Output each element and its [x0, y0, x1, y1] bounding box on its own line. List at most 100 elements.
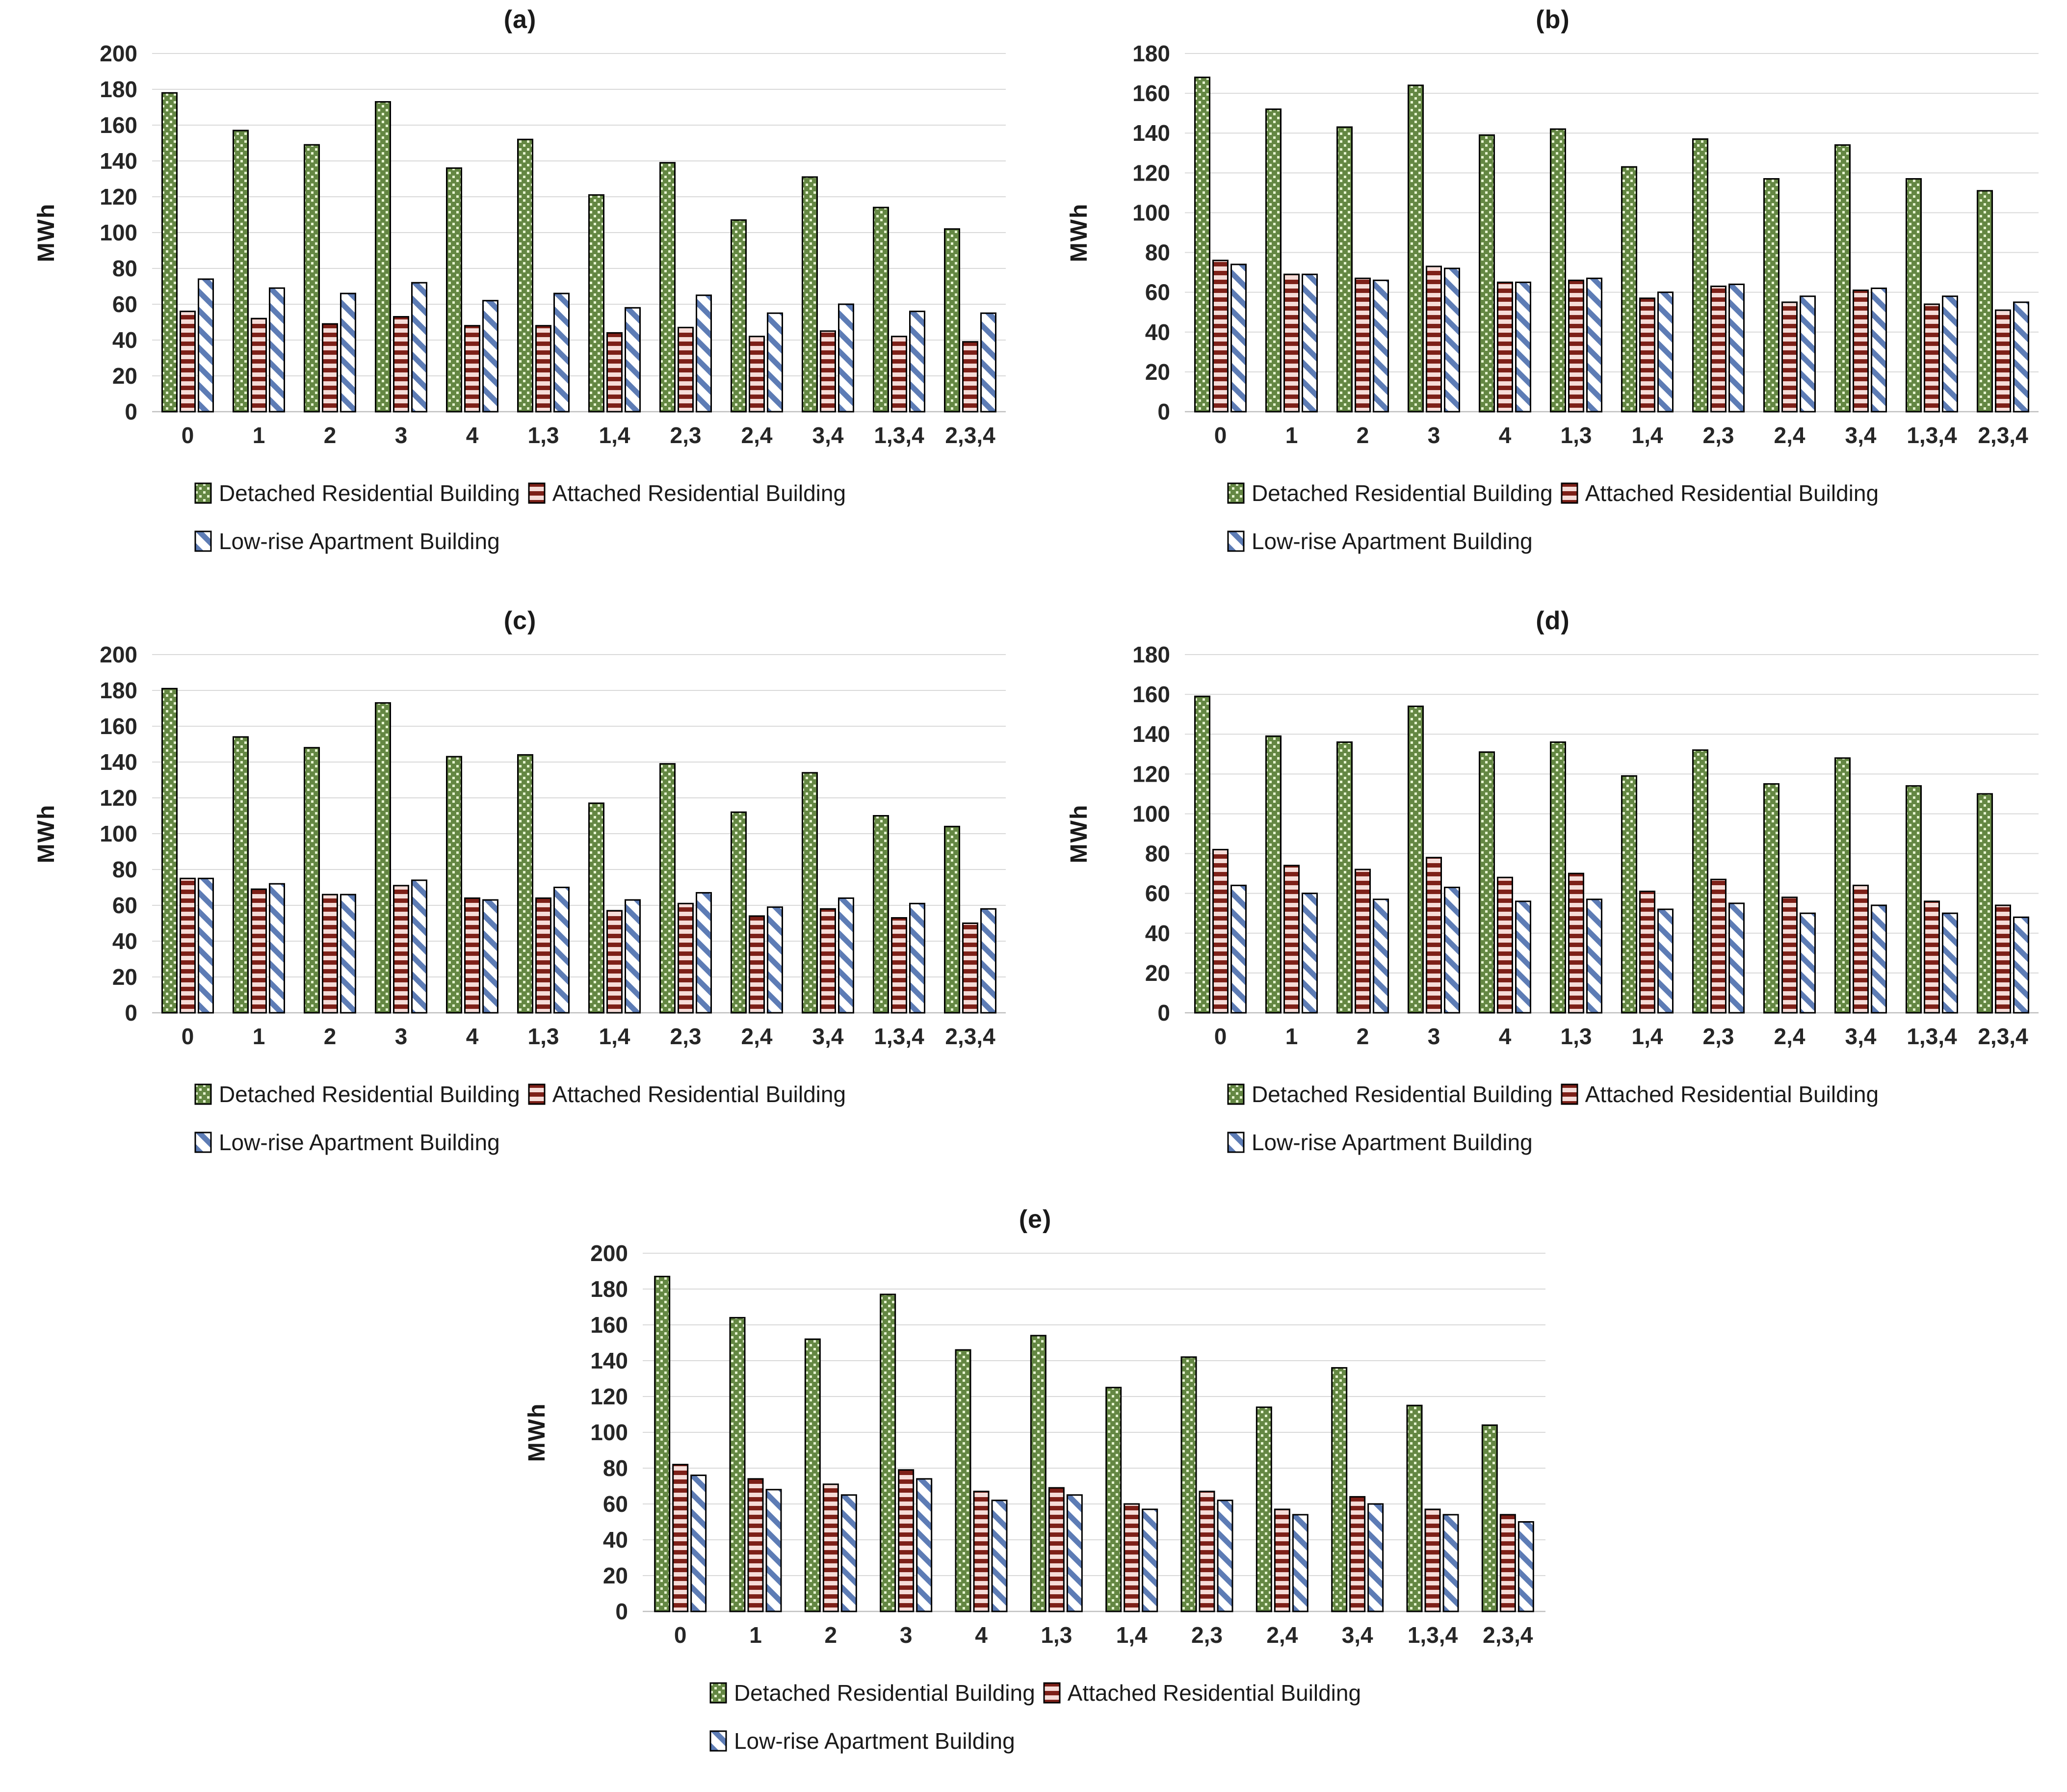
- detached-bar-2: [1336, 741, 1353, 1014]
- detached-bar-1,3: [1030, 1335, 1047, 1612]
- x-tick-label: 0: [1214, 1024, 1227, 1049]
- detached-bar-2,3,4: [1977, 190, 1993, 413]
- gridlines: [152, 53, 1006, 413]
- detached-bar-2,4: [731, 811, 747, 1014]
- chart-d: (d) 0 20 40 60 80 100 120 140 160 180 MWh 0 1 2 3 4 1,3 1…: [1052, 606, 2053, 1177]
- y-tick-label: 40: [112, 327, 137, 353]
- lowrise-bar-2,4: [1800, 295, 1816, 413]
- attached-bar-1,3,4: [1924, 303, 1940, 413]
- attached-bar-3,4: [1349, 1496, 1366, 1612]
- detached-bar-0: [161, 687, 178, 1014]
- lowrise-bar-1: [269, 287, 285, 413]
- y-tick-label: 0: [125, 1000, 137, 1026]
- lowrise-bar-0: [1230, 884, 1247, 1014]
- bars: [161, 92, 996, 413]
- x-tick-label: 3: [1428, 1024, 1440, 1049]
- lowrise-swatch-icon: [194, 1132, 212, 1153]
- attached-bar-1: [1283, 273, 1300, 413]
- bars: [1194, 695, 2029, 1014]
- legend-label: Detached Residential Building: [1251, 1081, 1553, 1107]
- y-axis-title: MWh: [1066, 203, 1092, 263]
- y-tick-label: 100: [1132, 200, 1170, 225]
- bar-plot: 0 20 40 60 80 100 120 140 160 180 MWh 0 1 2 3 4 1,3 1,4 2,…: [1066, 642, 2039, 1049]
- detached-bar-2,3: [659, 162, 676, 413]
- y-tick-label: 100: [100, 220, 137, 245]
- y-tick-label: 140: [1132, 120, 1170, 146]
- lowrise-bar-0: [198, 877, 214, 1014]
- x-tick-label: 1: [1285, 1024, 1298, 1049]
- y-tick-label: 80: [112, 256, 137, 281]
- legend-item-lowrise: Low-rise Apartment Building: [709, 1728, 1015, 1754]
- attached-bar-1,3,4: [891, 336, 907, 413]
- attached-bar-1,3,4: [1424, 1508, 1441, 1612]
- attached-swatch-icon: [1561, 482, 1578, 504]
- x-tick-label: 1,4: [599, 422, 630, 448]
- lowrise-bar-3,4: [1871, 288, 1887, 413]
- lowrise-bar-1: [1302, 273, 1318, 413]
- attached-swatch-icon: [528, 1083, 546, 1105]
- attached-bar-2,3: [1710, 878, 1727, 1014]
- x-tick-labels: 0 1 2 3 4 1,3 1,4 2,3 2,4 3,4 1,3,4 2,3,4: [182, 422, 995, 448]
- y-tick-label: 120: [100, 785, 137, 811]
- lowrise-bar-2,3: [696, 294, 712, 413]
- lowrise-bar-0: [690, 1475, 707, 1612]
- lowrise-bar-1,3: [1066, 1494, 1083, 1612]
- x-tick-label: 4: [466, 1024, 479, 1049]
- x-tick-label: 3,4: [812, 422, 844, 448]
- lowrise-bar-3,4: [1871, 904, 1887, 1014]
- detached-bar-2,3: [1692, 138, 1708, 413]
- lowrise-bar-3,4: [838, 303, 854, 413]
- x-tick-label: 2: [324, 1024, 337, 1049]
- legend-row: Low-rise Apartment Building: [1227, 528, 1879, 554]
- detached-bar-2,3,4: [944, 228, 960, 413]
- lowrise-bar-2: [840, 1494, 857, 1612]
- detached-bar-1: [233, 130, 249, 413]
- x-tick-label: 1,4: [1116, 1622, 1148, 1648]
- lowrise-bar-1,3,4: [1442, 1514, 1459, 1612]
- attached-bar-2,3,4: [962, 341, 978, 413]
- attached-bar-2: [1355, 869, 1371, 1014]
- attached-bar-2,3: [1710, 286, 1727, 413]
- y-tick-label: 200: [590, 1240, 628, 1266]
- attached-bar-4: [973, 1490, 990, 1612]
- detached-bar-3,4: [1834, 144, 1851, 413]
- legend-label: Detached Residential Building: [733, 1680, 1035, 1706]
- detached-bar-1: [233, 736, 249, 1014]
- attached-bar-2,3,4: [1499, 1514, 1516, 1612]
- detached-bar-2,4: [731, 219, 747, 413]
- y-tick-label: 100: [1132, 801, 1170, 826]
- detached-bar-1,3: [1550, 128, 1566, 413]
- legend: Detached Residential Building Attached R…: [194, 480, 846, 554]
- detached-bar-3: [880, 1293, 896, 1612]
- x-tick-label: 1,3,4: [1408, 1622, 1458, 1648]
- attached-bar-2: [822, 1483, 839, 1612]
- lowrise-bar-1,3: [1586, 898, 1602, 1014]
- x-tick-label: 2,4: [1266, 1622, 1298, 1648]
- detached-bar-1,3,4: [1906, 178, 1922, 413]
- x-tick-label: 1: [749, 1622, 762, 1648]
- legend-label: Detached Residential Building: [218, 480, 520, 506]
- attached-bar-3: [1426, 265, 1442, 413]
- x-tick-labels: 0 1 2 3 4 1,3 1,4 2,3 2,4 3,4 1,3,4 2,3,4: [1214, 422, 2028, 448]
- detached-bar-1,4: [1621, 166, 1637, 413]
- attached-bar-2: [1355, 277, 1371, 413]
- x-tick-label: 2: [1357, 422, 1369, 448]
- x-tick-label: 3,4: [1845, 1024, 1877, 1049]
- detached-bar-1,4: [1105, 1387, 1122, 1612]
- attached-bar-0: [1212, 260, 1229, 413]
- y-axis-title: MWh: [33, 203, 59, 263]
- legend: Detached Residential Building Attached R…: [1227, 1081, 1879, 1156]
- lowrise-bar-1,4: [625, 307, 641, 413]
- chart-e: (e) 0 20 40 60 80 100 120 140 160 180 200 MWh 0 1 2 3 4 1…: [510, 1205, 1560, 1776]
- lowrise-bar-2,3: [1728, 902, 1745, 1014]
- attached-bar-4: [1497, 281, 1513, 413]
- y-tick-label: 60: [603, 1491, 628, 1517]
- lowrise-bar-0: [1230, 264, 1247, 413]
- lowrise-bar-4: [1515, 281, 1531, 413]
- detached-bar-1,3,4: [1406, 1404, 1423, 1612]
- lowrise-bar-2,3,4: [1518, 1521, 1534, 1612]
- y-tick-label: 120: [100, 184, 137, 210]
- x-tick-label: 4: [466, 422, 479, 448]
- x-tick-labels: 0 1 2 3 4 1,3 1,4 2,3 2,4 3,4 1,3,4 2,3,4: [1214, 1024, 2028, 1049]
- y-tick-label: 20: [112, 964, 137, 990]
